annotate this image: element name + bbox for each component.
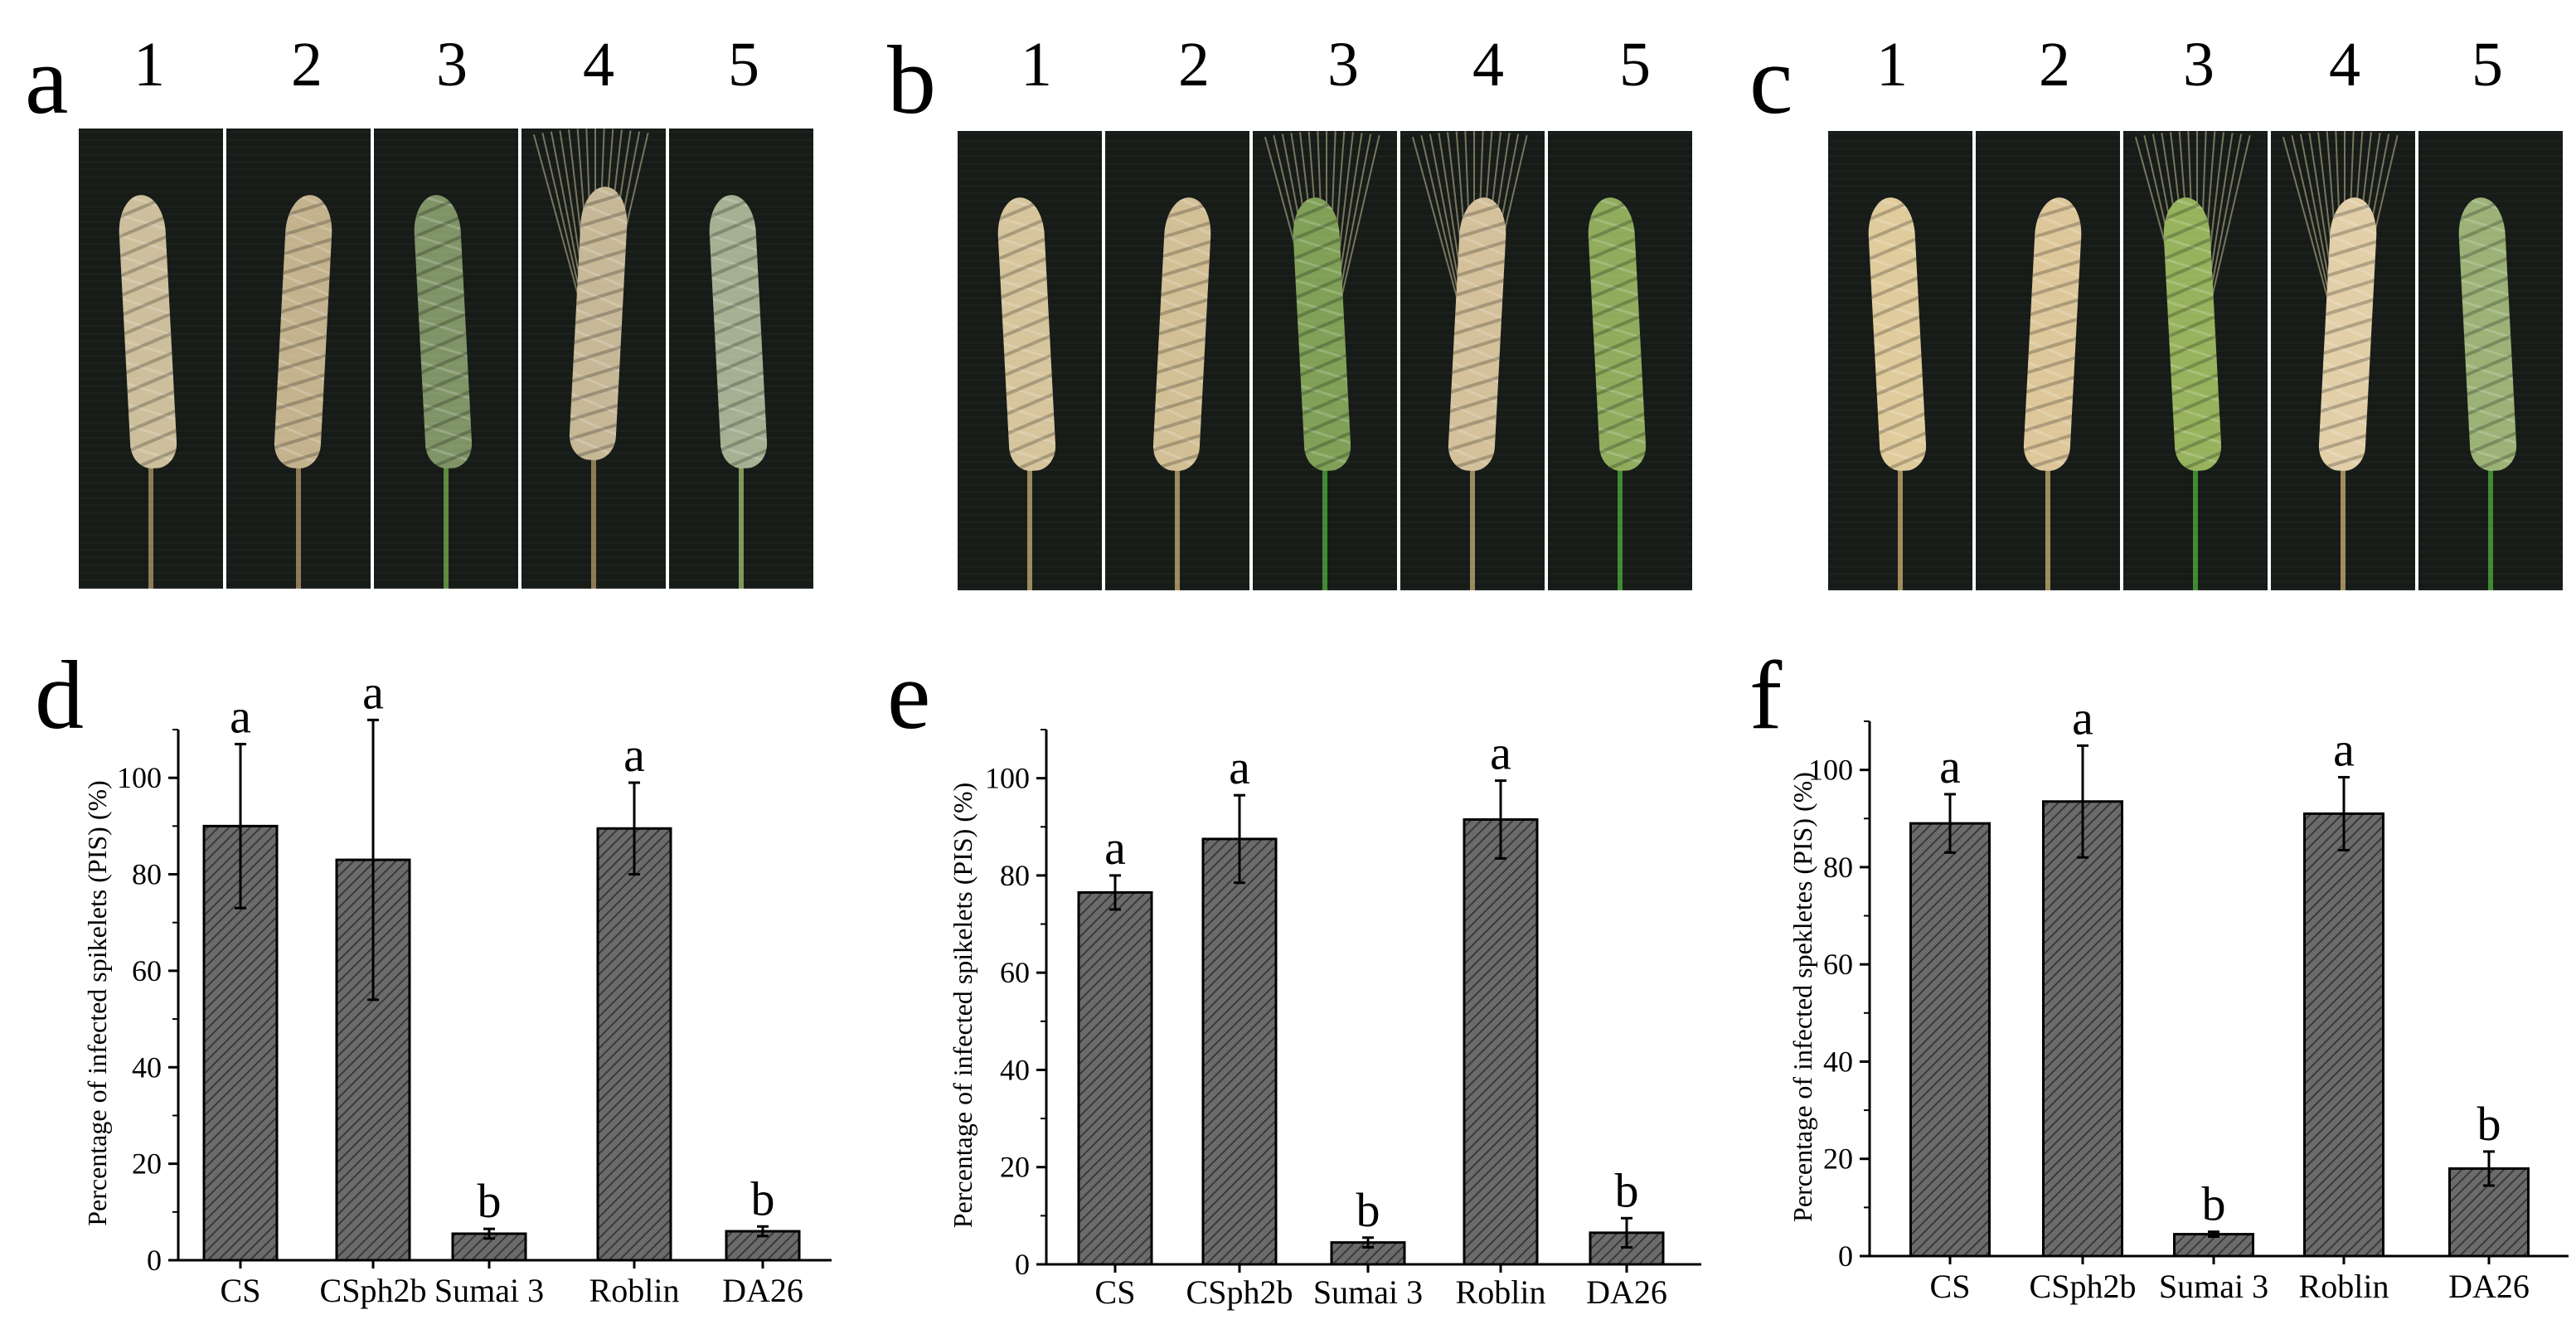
bar xyxy=(1909,822,1991,1258)
y-tick-label: 100 xyxy=(1808,754,1853,787)
x-category-label: Roblin xyxy=(1456,1273,1546,1311)
x-category-label: Roblin xyxy=(2299,1268,2389,1305)
y-tick-label: 20 xyxy=(1000,1151,1030,1184)
wheat-spike-photo xyxy=(1400,131,1545,590)
spike-number-label: 4 xyxy=(583,30,614,99)
spike-number-label: 5 xyxy=(2472,30,2503,99)
wheat-spike-photo xyxy=(1253,131,1397,590)
x-category-label: Sumai 3 xyxy=(2159,1268,2268,1305)
wheat-spike-photo xyxy=(79,129,223,589)
wheat-spike-photo xyxy=(374,129,518,589)
y-tick-label: 20 xyxy=(1823,1142,1853,1176)
y-tick-label: 60 xyxy=(1823,948,1853,981)
x-category-label: Sumai 3 xyxy=(434,1272,544,1309)
y-tick-label: 40 xyxy=(132,1050,162,1084)
significance-label: b xyxy=(478,1174,502,1228)
x-category-label: Sumai 3 xyxy=(1313,1273,1423,1311)
wheat-spike-photo xyxy=(958,131,1102,590)
significance-label: a xyxy=(2333,722,2355,776)
significance-label: b xyxy=(2202,1177,2226,1231)
y-tick-label: 0 xyxy=(1838,1239,1853,1273)
spike-number-label: 1 xyxy=(1021,30,1052,99)
bar xyxy=(2042,800,2123,1258)
wheat-spike-photo xyxy=(669,129,813,589)
panel-label-a: a xyxy=(25,26,69,134)
panel-label-f: f xyxy=(1749,641,1783,749)
y-axis-label: Percentage of infected spikelets (PIS) (… xyxy=(82,780,112,1226)
wheat-spike-photo xyxy=(226,129,371,589)
panel-label-b: b xyxy=(887,26,936,134)
y-tick-label: 60 xyxy=(132,954,162,987)
wheat-spike-photo xyxy=(1976,131,2120,590)
y-tick-label: 80 xyxy=(1000,859,1030,892)
x-category-label: CSph2b xyxy=(2030,1268,2137,1305)
y-axis-label: Percentage of infected spekletes (PIS) (… xyxy=(1788,772,1817,1222)
y-tick-label: 80 xyxy=(1823,851,1853,884)
x-category-label: CS xyxy=(221,1272,261,1309)
significance-label: a xyxy=(1490,726,1511,780)
significance-label: a xyxy=(2072,691,2093,745)
y-tick-label: 40 xyxy=(1823,1045,1853,1078)
spike-number-label: 2 xyxy=(1178,30,1210,99)
x-category-label: CSph2b xyxy=(320,1272,427,1309)
y-axis-label: Percentage of infected spikelets (PIS) (… xyxy=(948,783,978,1229)
bar xyxy=(1463,817,1539,1266)
spike-number-label: 5 xyxy=(728,30,759,99)
y-tick-label: 80 xyxy=(132,858,162,891)
significance-label: a xyxy=(1229,740,1250,794)
significance-label: a xyxy=(1104,821,1126,875)
significance-label: b xyxy=(1356,1183,1380,1237)
y-tick-label: 0 xyxy=(147,1244,162,1277)
significance-label: a xyxy=(1939,740,1961,793)
significance-label: a xyxy=(230,689,251,743)
panel-label-d: d xyxy=(35,641,84,749)
spike-number-label: 1 xyxy=(1876,30,1908,99)
spike-number-label: 4 xyxy=(1472,30,1504,99)
spike-number-label: 4 xyxy=(2329,30,2360,99)
y-tick-label: 40 xyxy=(1000,1053,1030,1086)
significance-label: b xyxy=(2477,1097,2501,1151)
wheat-spike-photo xyxy=(1828,131,1972,590)
y-tick-label: 100 xyxy=(117,761,162,794)
y-tick-label: 20 xyxy=(132,1147,162,1181)
wheat-spike-photo xyxy=(522,129,666,589)
wheat-spike-photo xyxy=(2271,131,2415,590)
panel-label-c: c xyxy=(1749,26,1793,134)
spike-number-label: 3 xyxy=(436,30,468,99)
significance-label: b xyxy=(1615,1163,1639,1217)
x-category-label: Roblin xyxy=(589,1272,680,1309)
significance-label: a xyxy=(623,728,645,782)
bar xyxy=(2303,812,2384,1258)
y-tick-label: 60 xyxy=(1000,956,1030,989)
wheat-spike-photo xyxy=(1548,131,1692,590)
x-category-label: DA26 xyxy=(2448,1268,2530,1305)
y-tick-label: 100 xyxy=(985,762,1030,795)
x-category-label: DA26 xyxy=(722,1272,803,1309)
spike-number-label: 3 xyxy=(2183,30,2215,99)
bar xyxy=(596,827,672,1262)
spike-number-label: 3 xyxy=(1327,30,1359,99)
significance-label: b xyxy=(751,1171,775,1225)
x-category-label: CS xyxy=(1095,1273,1136,1311)
panel-label-e: e xyxy=(887,641,931,749)
wheat-spike-photo xyxy=(2123,131,2268,590)
spike-number-label: 2 xyxy=(2039,30,2070,99)
spike-number-label: 1 xyxy=(133,30,165,99)
significance-label: a xyxy=(362,665,384,719)
bar xyxy=(1077,890,1153,1266)
x-category-label: CS xyxy=(1930,1268,1971,1305)
bar xyxy=(1201,837,1278,1266)
spike-number-label: 5 xyxy=(1619,30,1651,99)
x-category-label: CSph2b xyxy=(1186,1273,1293,1311)
x-category-label: DA26 xyxy=(1586,1273,1667,1311)
wheat-spike-photo xyxy=(2418,131,2563,590)
y-tick-label: 0 xyxy=(1015,1248,1030,1281)
wheat-spike-photo xyxy=(1105,131,1249,590)
spike-number-label: 2 xyxy=(291,30,323,99)
